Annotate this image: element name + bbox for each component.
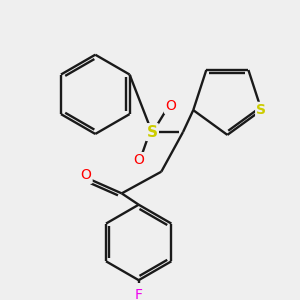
- Text: F: F: [135, 288, 143, 300]
- Text: S: S: [146, 124, 158, 140]
- Text: O: O: [80, 169, 91, 182]
- Text: S: S: [256, 103, 266, 117]
- Text: O: O: [165, 99, 176, 112]
- Text: O: O: [133, 153, 144, 167]
